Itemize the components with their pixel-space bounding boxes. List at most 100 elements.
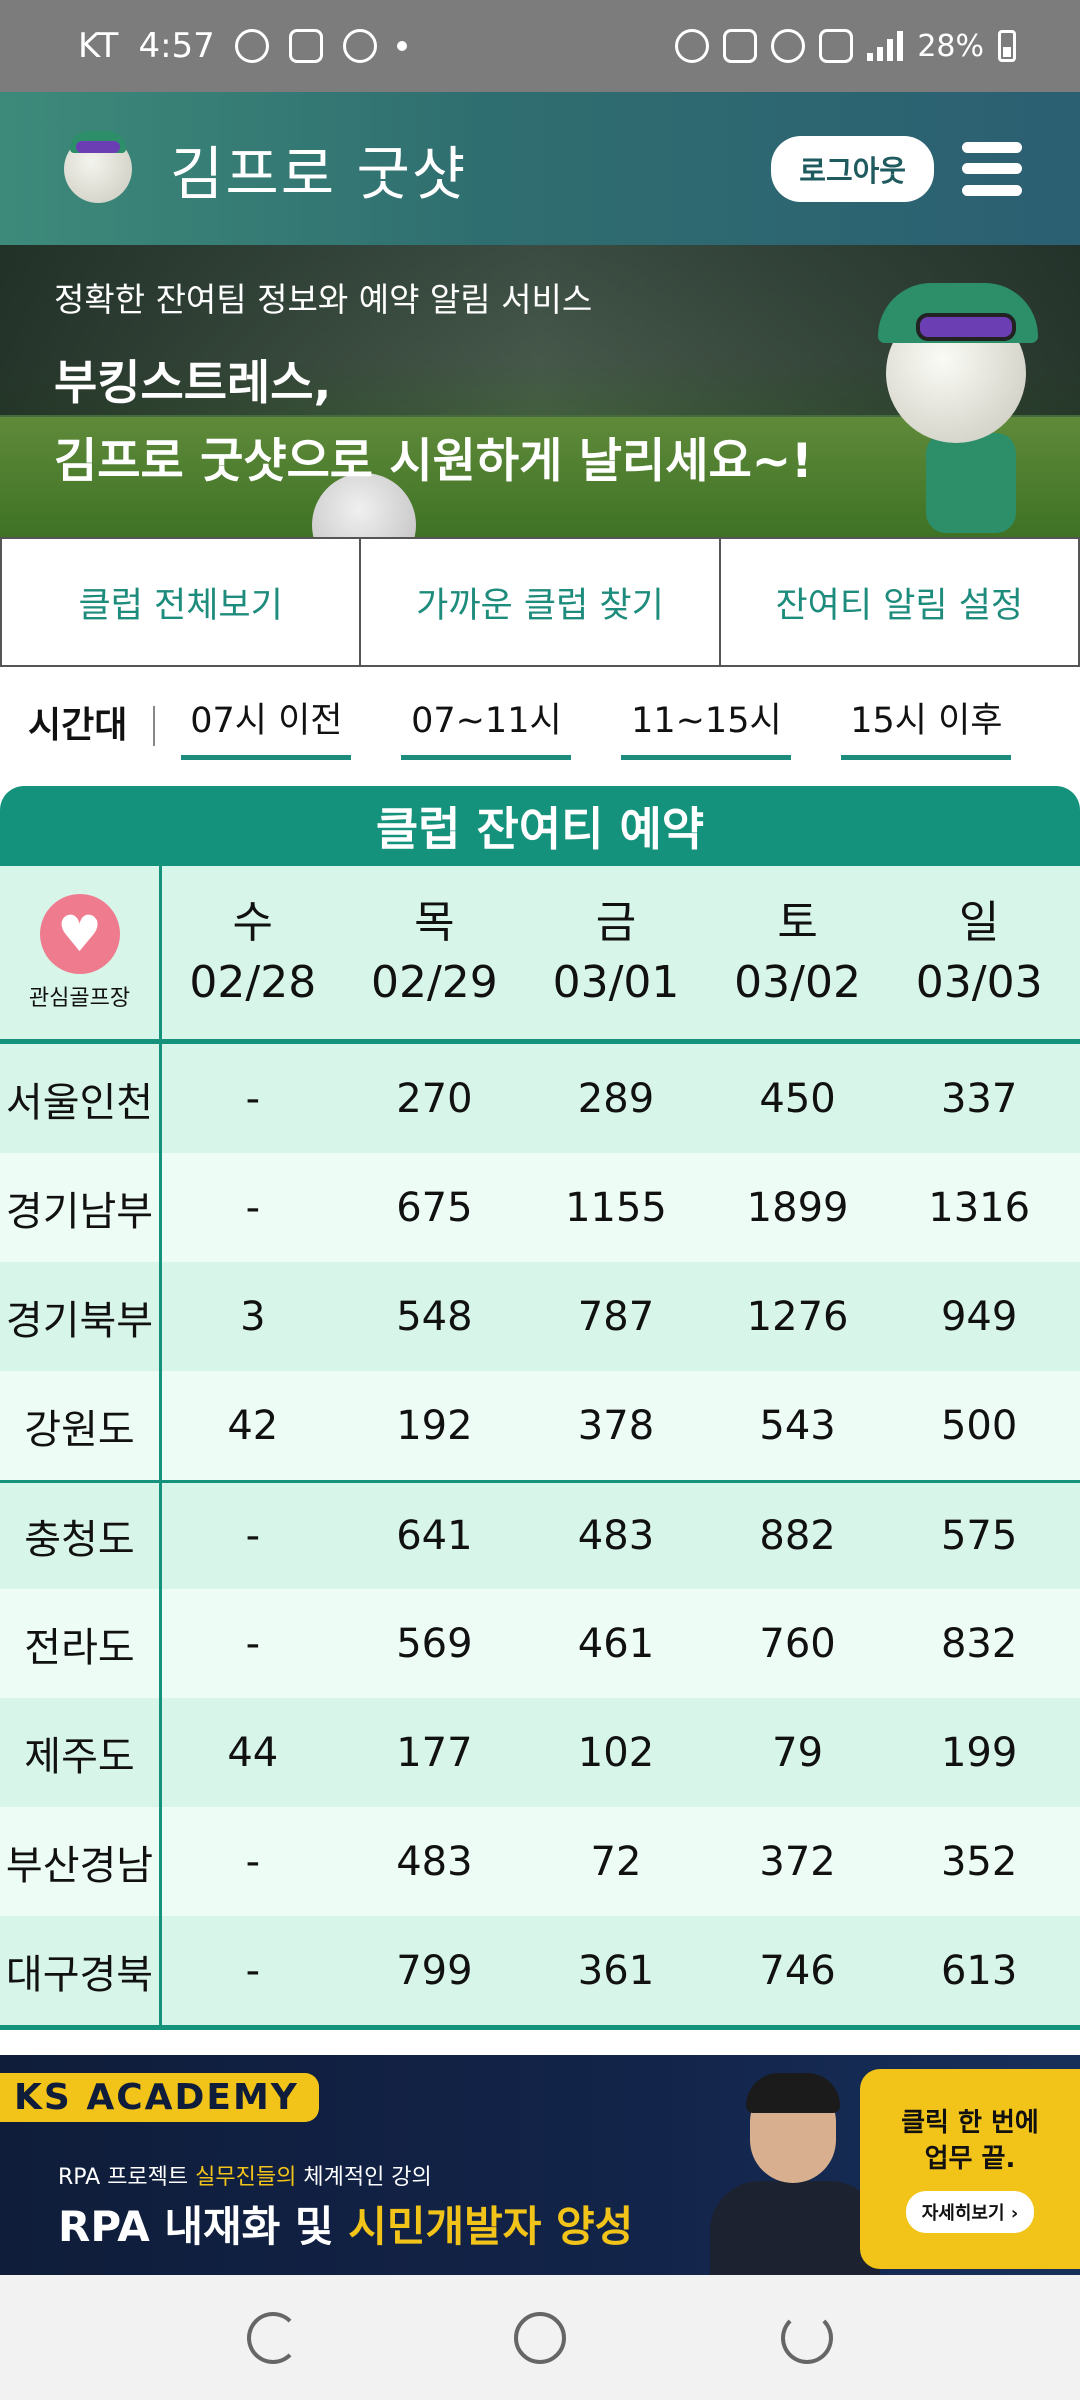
- count-cell[interactable]: 569: [396, 1620, 473, 1667]
- count-cell[interactable]: 361: [577, 1947, 655, 1994]
- count-cell[interactable]: 787: [577, 1293, 655, 1340]
- day-header[interactable]: 토 03/02: [707, 866, 889, 1039]
- ad-cta-box[interactable]: 클릭 한 번에 업무 끝. 자세히보기 ›: [860, 2069, 1080, 2269]
- count-cell[interactable]: 79: [772, 1729, 824, 1776]
- recent-apps-icon[interactable]: [247, 2311, 300, 2364]
- count-cell[interactable]: 675: [396, 1184, 473, 1231]
- count-cell[interactable]: 799: [396, 1947, 473, 1994]
- mascot-illustration: [856, 263, 1056, 533]
- count-cell[interactable]: 102: [577, 1729, 655, 1776]
- ad-banner[interactable]: KS ACADEMY RPA 프로젝트 실무진들의 체계적인 강의 RPA 내재…: [0, 2055, 1080, 2275]
- count-cell[interactable]: 760: [759, 1620, 836, 1667]
- region-cell[interactable]: 대구경북: [0, 1916, 162, 2025]
- count-cell[interactable]: 450: [759, 1075, 836, 1122]
- count-cell[interactable]: -: [245, 1838, 261, 1885]
- count-cell[interactable]: 882: [759, 1513, 836, 1559]
- count-cell[interactable]: 548: [396, 1293, 473, 1340]
- banner-headline: 부킹스트레스, 김프로 굿샷으로 시원하게 날리세요~!: [54, 345, 813, 501]
- count-cell[interactable]: 1276: [746, 1293, 849, 1340]
- region-cell[interactable]: 서울인천: [0, 1044, 162, 1153]
- region-cell[interactable]: 전라도: [0, 1589, 162, 1698]
- count-cell[interactable]: 483: [577, 1513, 655, 1559]
- ad-person-image: [690, 2069, 890, 2275]
- count-cell[interactable]: 949: [940, 1293, 1018, 1340]
- table-row: 경기북부 3 548 787 1276 949: [0, 1262, 1080, 1371]
- signal-icon: [867, 31, 904, 61]
- count-cell[interactable]: 1899: [746, 1184, 849, 1231]
- pill-icon: [234, 29, 269, 63]
- region-cell[interactable]: 경기남부: [0, 1153, 162, 1262]
- battery-icon: [998, 30, 1016, 62]
- back-icon[interactable]: [780, 2311, 833, 2364]
- table-row: 부산경남 - 483 72 372 352: [0, 1807, 1080, 1916]
- hamburger-menu-icon[interactable]: [962, 141, 1022, 196]
- table-row: 강원도 42 192 378 543 500: [0, 1371, 1080, 1480]
- count-cell[interactable]: 270: [396, 1075, 473, 1122]
- mascot-logo-icon[interactable]: [64, 130, 132, 203]
- count-cell[interactable]: 72: [590, 1838, 642, 1885]
- table-row: 전라도 - 569 461 760 832: [0, 1589, 1080, 1698]
- count-cell[interactable]: 543: [759, 1402, 836, 1449]
- ad-cta-text: 클릭 한 번에 업무 끝.: [901, 2105, 1039, 2177]
- app-title[interactable]: 김프로 굿샷: [170, 139, 468, 208]
- count-cell[interactable]: 177: [396, 1729, 473, 1776]
- count-cell[interactable]: 500: [940, 1402, 1018, 1449]
- count-cell[interactable]: 1155: [565, 1184, 667, 1231]
- time-option-after-15[interactable]: 15시 이후: [841, 692, 1012, 760]
- favorite-courses-button[interactable]: ♥ 관심골프장: [0, 866, 162, 1039]
- count-cell[interactable]: -: [245, 1947, 261, 1994]
- table-title: 클럽 잔여티 예약: [0, 786, 1080, 866]
- all-clubs-button[interactable]: 클럽 전체보기: [0, 539, 362, 665]
- count-cell[interactable]: 199: [940, 1729, 1018, 1776]
- count-cell[interactable]: 575: [940, 1513, 1018, 1559]
- day-header[interactable]: 일 03/03: [888, 866, 1070, 1039]
- table-row: 대구경북 - 799 361 746 613: [0, 1916, 1080, 2025]
- hd-icon: [819, 29, 854, 63]
- count-cell[interactable]: 746: [759, 1947, 836, 1994]
- logout-button[interactable]: 로그아웃: [771, 135, 934, 202]
- count-cell[interactable]: -: [245, 1513, 261, 1559]
- ad-cta-line1: 클릭 한 번에: [901, 2108, 1039, 2138]
- count-cell[interactable]: 1316: [928, 1184, 1031, 1231]
- count-cell[interactable]: 483: [396, 1838, 473, 1885]
- time-option-before-07[interactable]: 07시 이전: [181, 692, 352, 760]
- count-cell[interactable]: 461: [577, 1620, 655, 1667]
- region-cell[interactable]: 강원도: [0, 1371, 162, 1480]
- system-navigation-bar: [0, 2275, 1080, 2400]
- heart-icon: ♥: [39, 893, 120, 974]
- time-filter: 시간대 07시 이전 07~11시 11~15시 15시 이후: [0, 667, 1080, 785]
- day-header[interactable]: 금 03/01: [525, 866, 707, 1039]
- time-option-07-11[interactable]: 07~11시: [401, 692, 572, 760]
- ad-sub-pre: RPA 프로젝트: [58, 2165, 196, 2190]
- region-cell[interactable]: 부산경남: [0, 1807, 162, 1916]
- count-cell[interactable]: 289: [577, 1075, 655, 1122]
- region-cell[interactable]: 충청도: [0, 1483, 162, 1589]
- region-cell[interactable]: 경기북부: [0, 1262, 162, 1371]
- count-cell[interactable]: -: [245, 1075, 261, 1122]
- count-cell[interactable]: 378: [577, 1402, 655, 1449]
- table-row: 경기남부 - 675 1155 1899 1316: [0, 1153, 1080, 1262]
- count-cell[interactable]: 641: [396, 1513, 473, 1559]
- day-header[interactable]: 목 02/29: [344, 866, 526, 1039]
- ad-more-button[interactable]: 자세히보기 ›: [905, 2191, 1035, 2233]
- nearby-clubs-button[interactable]: 가까운 클럽 찾기: [361, 539, 721, 665]
- count-cell[interactable]: 42: [227, 1402, 279, 1449]
- count-cell[interactable]: 337: [940, 1075, 1018, 1122]
- count-cell[interactable]: 372: [759, 1838, 836, 1885]
- region-cell[interactable]: 제주도: [0, 1698, 162, 1807]
- tee-alert-settings-button[interactable]: 잔여티 알림 설정: [720, 539, 1080, 665]
- time-option-11-15[interactable]: 11~15시: [621, 692, 792, 760]
- promo-banner[interactable]: 정확한 잔여팀 정보와 예약 알림 서비스 부킹스트레스, 김프로 굿샷으로 시…: [0, 245, 1080, 537]
- twitch-icon: [288, 29, 323, 63]
- count-cell[interactable]: 613: [940, 1947, 1018, 1994]
- count-cell[interactable]: 832: [940, 1620, 1018, 1667]
- count-cell[interactable]: 3: [240, 1293, 266, 1340]
- home-icon[interactable]: [513, 2311, 566, 2364]
- count-cell[interactable]: -: [245, 1620, 261, 1667]
- count-cell[interactable]: -: [245, 1184, 261, 1231]
- count-cell[interactable]: 44: [227, 1729, 279, 1776]
- battery-percent: 28%: [917, 28, 984, 64]
- count-cell[interactable]: 352: [940, 1838, 1018, 1885]
- count-cell[interactable]: 192: [396, 1402, 473, 1449]
- day-header[interactable]: 수 02/28: [162, 866, 344, 1039]
